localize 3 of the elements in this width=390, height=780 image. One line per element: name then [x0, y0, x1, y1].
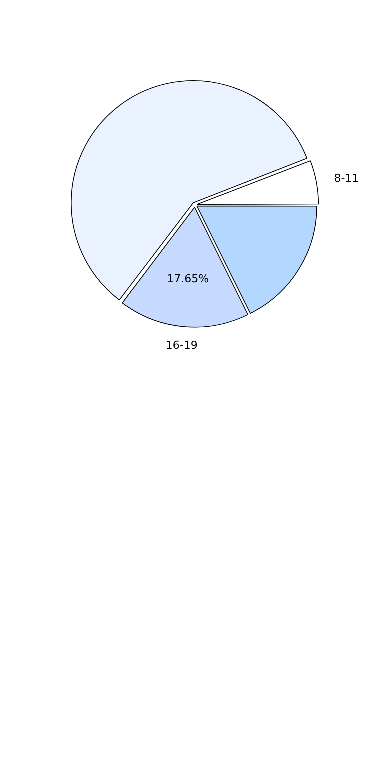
slice-label: 8-11	[334, 172, 360, 185]
slice-label: 16-19	[166, 338, 198, 352]
data-label: 17.65%	[167, 272, 210, 286]
